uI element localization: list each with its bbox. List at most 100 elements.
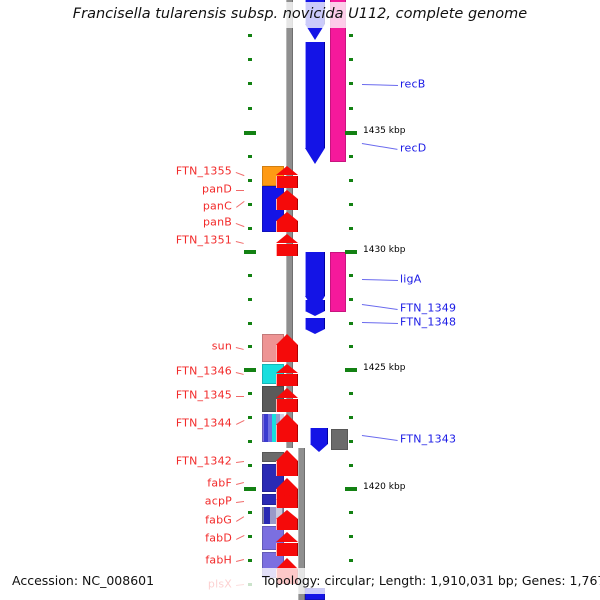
arrow-head [310, 443, 328, 452]
ruler-tick-minor-right [349, 298, 353, 301]
cds-arrow-reverse[interactable] [276, 190, 298, 210]
gene-label-leader [361, 322, 398, 324]
arrow-head [276, 510, 298, 519]
gene-label-ftn_1344[interactable]: FTN_1344 [175, 416, 232, 430]
arrow-shaft [276, 425, 298, 442]
arrow-shaft [305, 318, 325, 330]
cds-arrow-reverse[interactable] [276, 364, 298, 386]
FTN_1343-gray-box[interactable] [331, 429, 348, 450]
gene-label-ftn_1345[interactable]: FTN_1345 [175, 388, 232, 402]
cds-arrow-reverse[interactable] [276, 212, 298, 232]
gene-label-leader [235, 347, 244, 350]
arrow-shaft [276, 199, 298, 210]
arrow-shaft [276, 461, 298, 476]
ruler-tick-minor-right [349, 440, 353, 443]
genome-summary-text: Topology: circular; Length: 1,910,031 bp… [262, 573, 600, 588]
gene-label-recd[interactable]: recD [400, 141, 427, 155]
ruler-tick-label: 1420 kbp [363, 482, 406, 492]
gene-label-leader [361, 304, 398, 310]
cds-arrow-reverse[interactable] [276, 450, 298, 476]
gene-label-panb[interactable]: panB [202, 215, 232, 229]
ruler-tick-minor-right [349, 179, 353, 182]
ruler-tick-minor-left [248, 416, 252, 419]
ruler-tick-minor-right [349, 345, 353, 348]
arrow-shaft [305, 42, 325, 148]
gene-label-fabf[interactable]: fabF [207, 476, 232, 490]
arrow-shaft [276, 345, 298, 362]
cds-arrow-reverse[interactable] [276, 166, 298, 188]
arrow-shaft [305, 300, 325, 312]
gene-label-pand[interactable]: panD [202, 182, 232, 196]
cds-arrow-reverse[interactable] [276, 414, 298, 442]
cds-arrow-reverse[interactable] [276, 494, 298, 508]
gene-label-ftn_1343[interactable]: FTN_1343 [400, 432, 457, 446]
recD-arrow[interactable] [305, 42, 325, 164]
arrow-shaft [276, 243, 298, 256]
arrow-head [276, 478, 298, 489]
ruler-tick-minor-right [349, 155, 353, 158]
arrow-head [276, 558, 298, 569]
ruler-tick-minor-left [248, 464, 252, 467]
arrow-head [276, 494, 298, 500]
ruler-tick-label: 1430 kbp [363, 245, 406, 255]
gene-label-liga[interactable]: ligA [400, 272, 422, 286]
cds-arrow-reverse[interactable] [276, 388, 298, 412]
gene-label-leader [236, 420, 245, 425]
gene-label-ftn_1349[interactable]: FTN_1349 [400, 301, 457, 315]
magenta-bar-top[interactable] [330, 0, 346, 162]
axis-line-lower [298, 448, 305, 600]
gene-label-fabh[interactable]: fabH [205, 553, 232, 567]
page-title: Francisella tularensis subsp. novicida U… [72, 6, 528, 22]
stripe-0 [264, 414, 268, 442]
gene-label-fabd[interactable]: fabD [205, 531, 232, 545]
arrow-shaft [276, 519, 298, 530]
gene-label-leader [236, 559, 245, 562]
arrow-head [305, 329, 325, 335]
arrow-shaft [276, 221, 298, 232]
gene-label-ftn_1346[interactable]: FTN_1346 [175, 364, 232, 378]
ruler-tick-minor-left [248, 274, 252, 277]
gene-label-ftn_1342[interactable]: FTN_1342 [175, 454, 232, 468]
arrow-head [276, 414, 298, 425]
gene-label-panc[interactable]: panC [202, 199, 232, 213]
gene-label-ftn_1355[interactable]: FTN_1355 [175, 164, 232, 178]
gene-label-sun[interactable]: sun [211, 339, 232, 353]
FTN_1349-arrow[interactable] [305, 300, 325, 317]
ruler-tick-major-right [345, 368, 357, 372]
ruler-tick-minor-right [349, 34, 353, 37]
ruler-tick-major-left [244, 131, 256, 135]
ruler-tick-major-left [244, 250, 256, 254]
cds-arrow-reverse[interactable] [276, 532, 298, 556]
stripe-fabg-0 [264, 507, 270, 524]
cds-arrow-reverse[interactable] [276, 234, 298, 256]
arrow-head [276, 364, 298, 373]
magenta-bar-mid[interactable] [330, 252, 346, 312]
cds-arrow-reverse[interactable] [276, 510, 298, 530]
gene-label-recb[interactable]: recB [400, 77, 426, 91]
gene-label-acpp[interactable]: acpP [204, 494, 232, 508]
gene-label-ftn_1348[interactable]: FTN_1348 [400, 315, 457, 329]
ruler-tick-minor-left [248, 298, 252, 301]
gene-label-leader [235, 372, 244, 375]
arrow-head [305, 311, 325, 317]
gene-label-fabg[interactable]: fabG [205, 513, 232, 527]
ruler-tick-minor-left [248, 58, 252, 61]
gene-label-leader [236, 461, 245, 463]
ruler-tick-minor-left [248, 535, 252, 538]
arrow-shaft [310, 428, 328, 444]
ruler-tick-minor-right [349, 58, 353, 61]
gene-label-leader [236, 190, 244, 191]
FTN_1343-arrow[interactable] [310, 428, 328, 452]
cds-arrow-reverse[interactable] [276, 334, 298, 362]
ruler-tick-major-left [244, 487, 256, 491]
gene-label-ftn_1351[interactable]: FTN_1351 [175, 233, 232, 247]
ruler-tick-major-right [345, 250, 357, 254]
FTN_1348-arrow[interactable] [305, 318, 325, 335]
gene-label-leader [361, 143, 398, 150]
arrow-head [276, 190, 298, 199]
ruler-tick-major-right [345, 487, 357, 491]
gene-label-leader [235, 223, 244, 227]
ruler-tick-minor-right [349, 227, 353, 230]
arrow-head [276, 166, 298, 175]
